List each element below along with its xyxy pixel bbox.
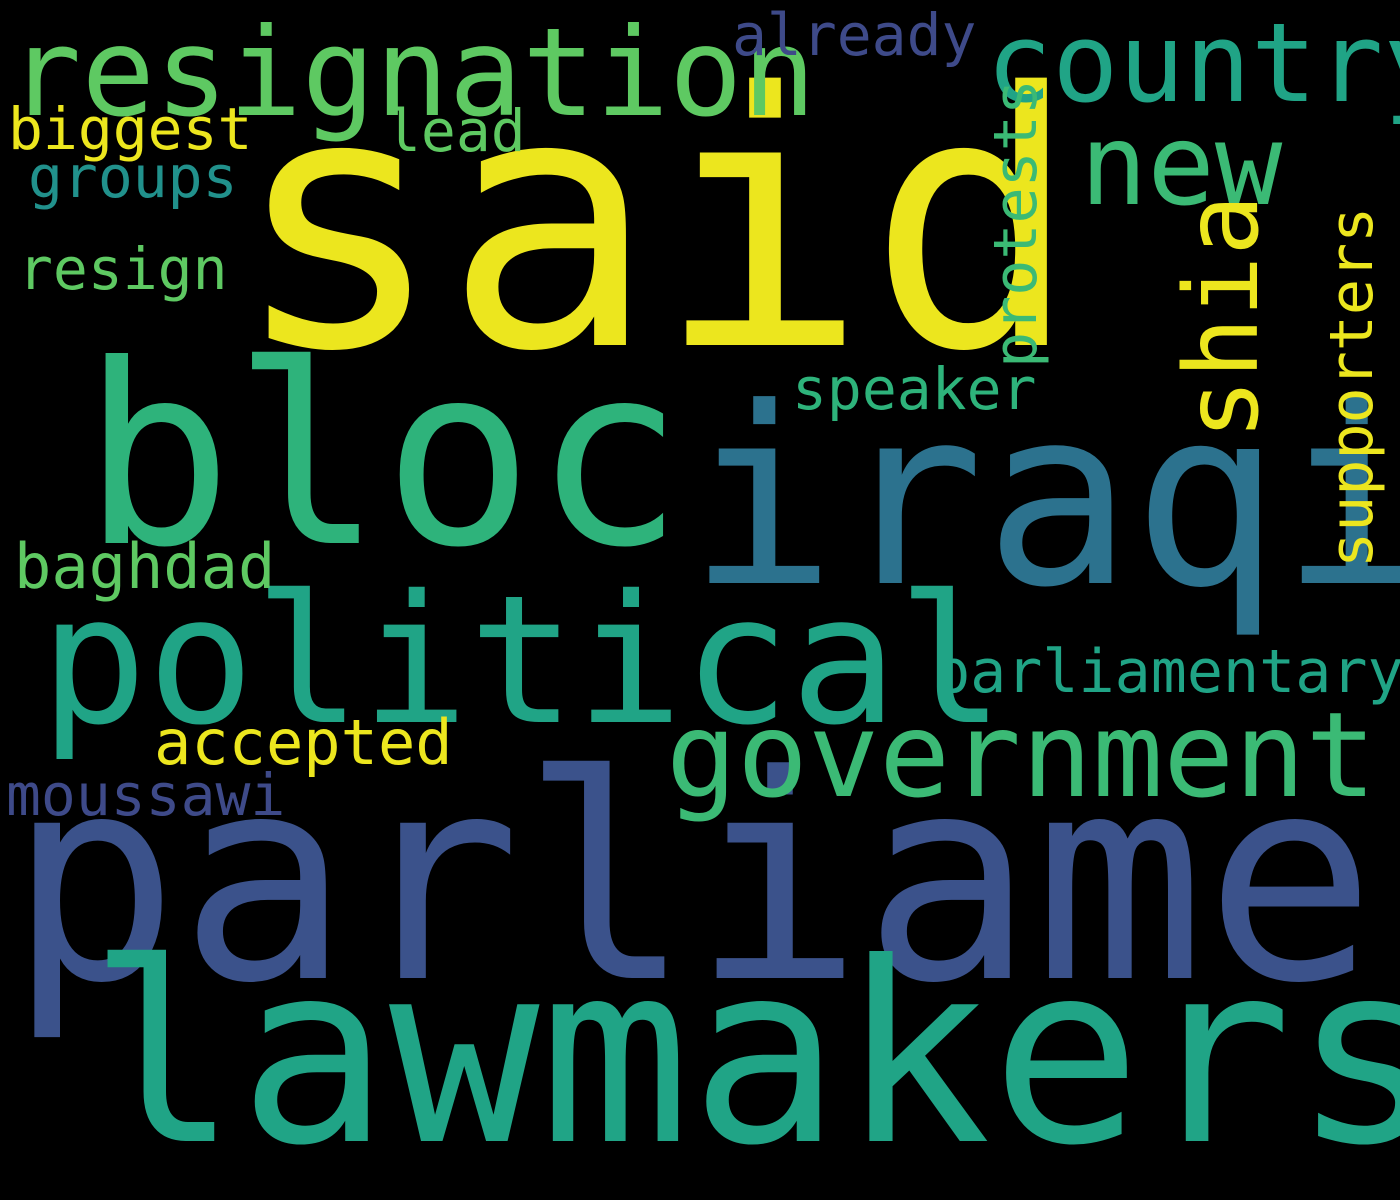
word-bloc: bloc bbox=[82, 311, 685, 602]
word-lawmakers: lawmakers bbox=[88, 909, 1400, 1200]
word-baghdad: baghdad bbox=[14, 530, 276, 603]
word-groups: groups bbox=[28, 143, 238, 211]
word-protests: protests bbox=[981, 79, 1051, 368]
word-speaker: speaker bbox=[792, 355, 1037, 423]
word-new: new bbox=[1080, 101, 1283, 231]
word-government: government bbox=[666, 686, 1377, 824]
word-already: already bbox=[732, 1, 977, 69]
word-resignation: resignation bbox=[8, 2, 816, 144]
word-biggest: biggest bbox=[8, 95, 253, 163]
word-iraqi: iraqi bbox=[688, 356, 1400, 642]
word-accepted: accepted bbox=[154, 706, 453, 779]
word-resign: resign bbox=[18, 235, 228, 303]
word-moussawi: moussawi bbox=[6, 761, 286, 829]
word-parliamentary: parliamentary bbox=[934, 637, 1400, 707]
word-said: said bbox=[232, 19, 1080, 429]
word-supporters: supporters bbox=[1317, 206, 1387, 568]
word-lead: lead bbox=[386, 97, 526, 165]
word-country: country bbox=[986, 0, 1400, 127]
word-shia: shia bbox=[1163, 194, 1282, 440]
word-parliament: parliament bbox=[8, 714, 1400, 1045]
word-political: political bbox=[40, 557, 1005, 764]
